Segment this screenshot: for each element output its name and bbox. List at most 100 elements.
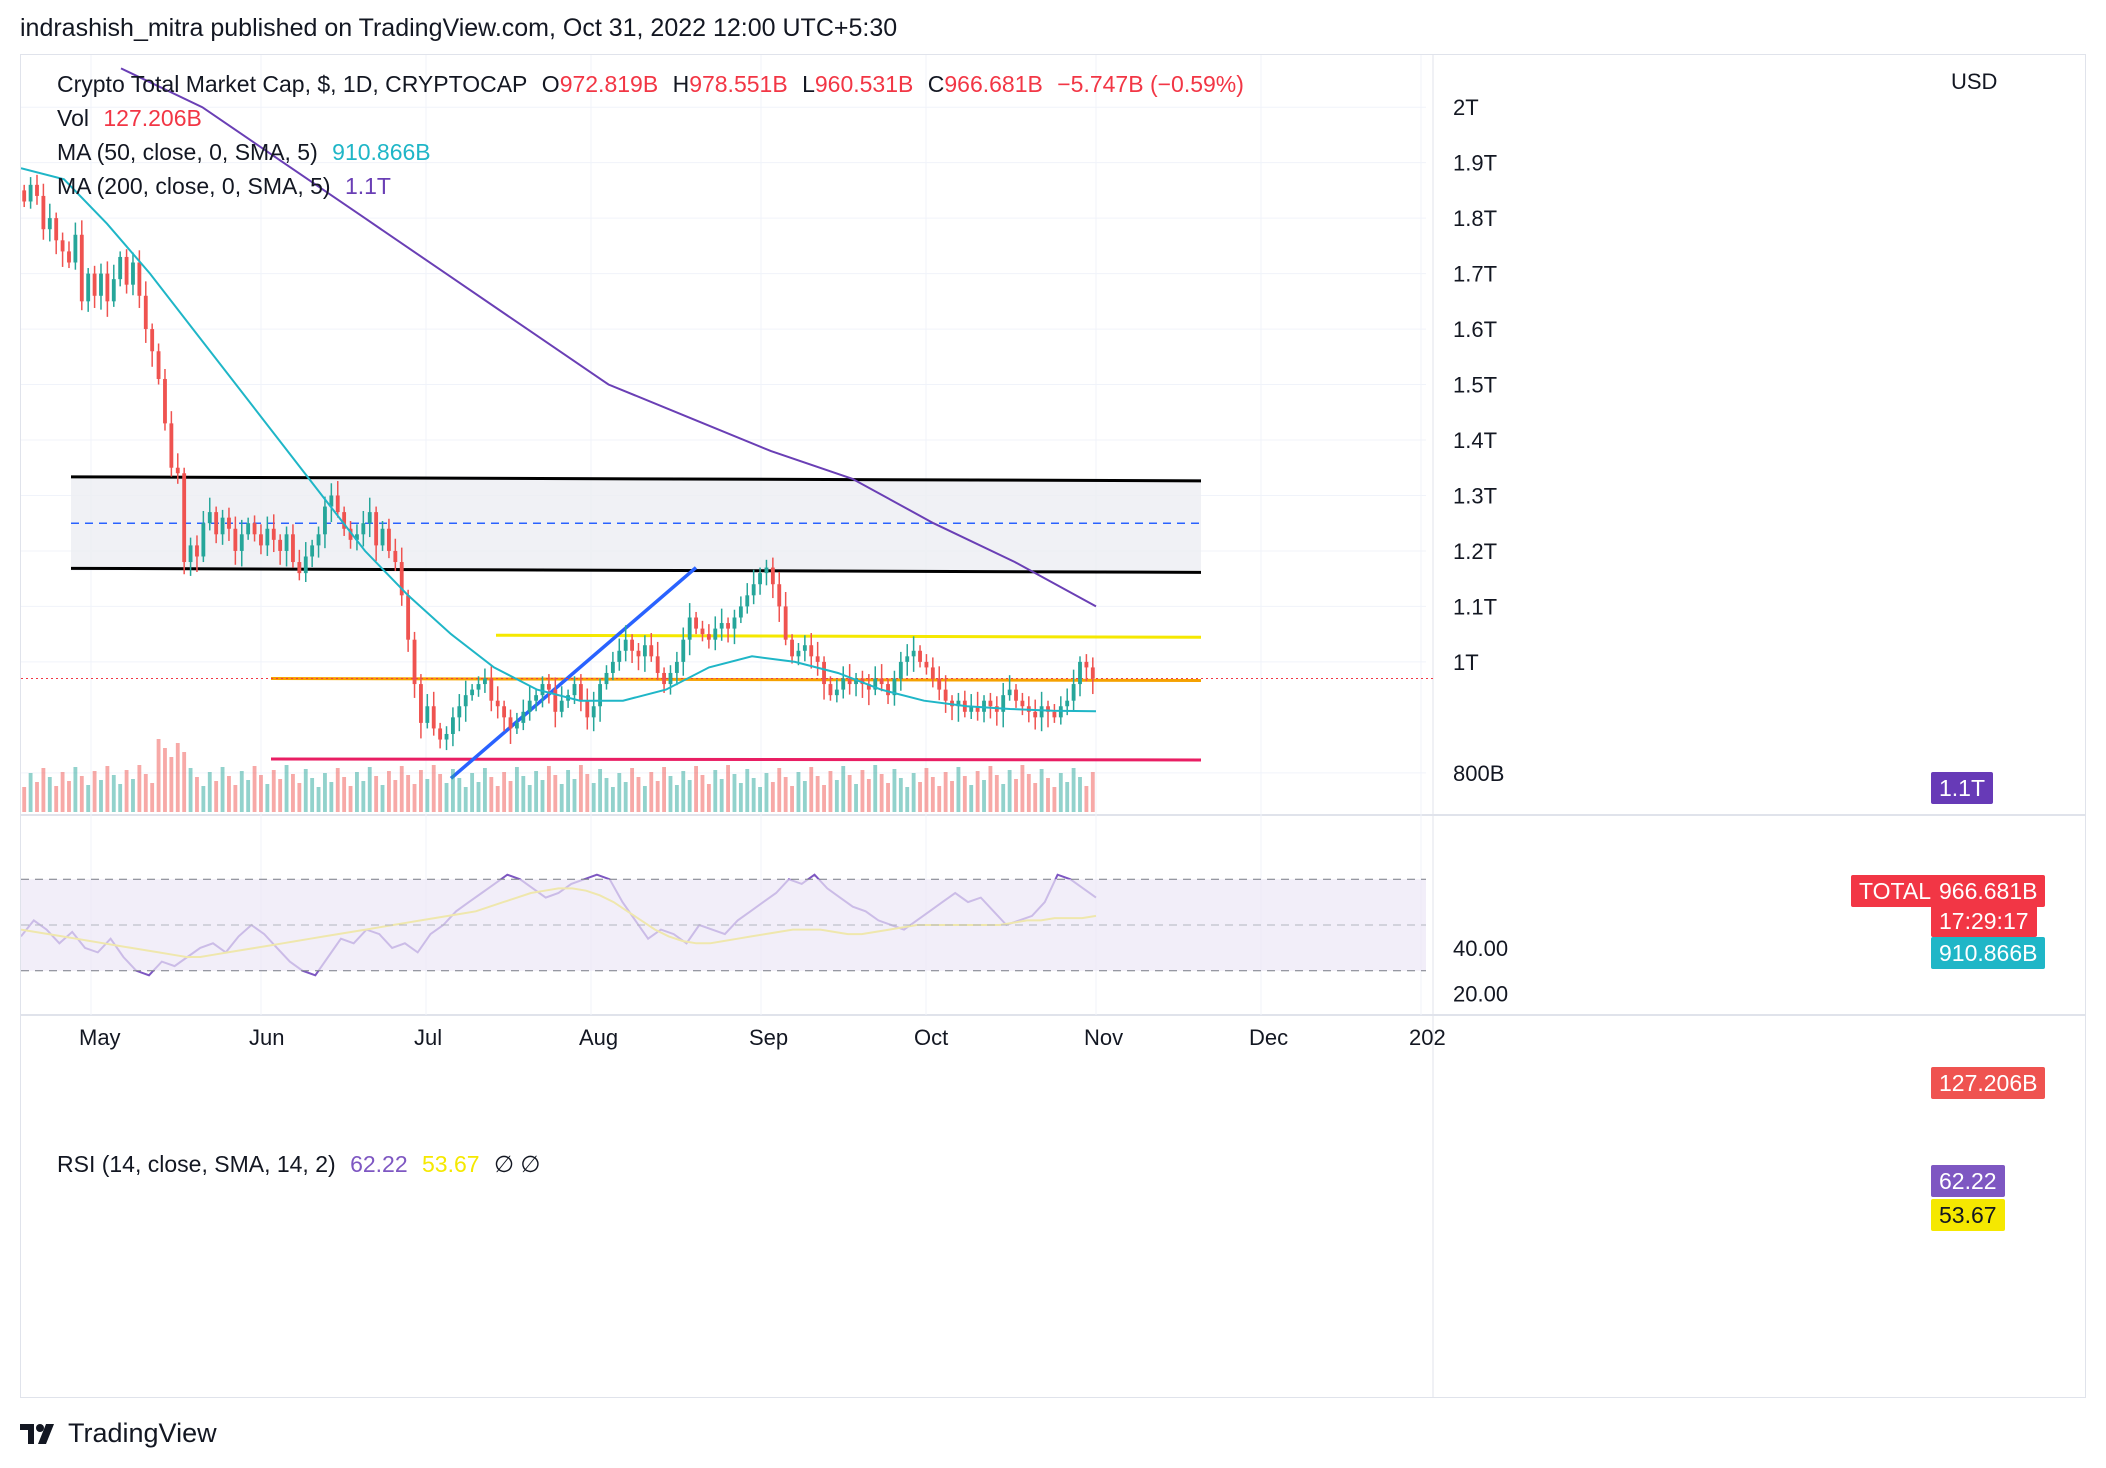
candle-body bbox=[623, 639, 628, 651]
volume-bar bbox=[310, 778, 315, 812]
candle-body bbox=[1078, 661, 1082, 685]
ma200-line bbox=[120, 67, 1097, 608]
volume-bar bbox=[822, 785, 826, 812]
candle-body bbox=[527, 700, 532, 712]
volume-bar bbox=[246, 780, 251, 812]
x-tick-label: May bbox=[79, 1025, 121, 1050]
candle-body bbox=[559, 700, 564, 712]
candle-body bbox=[841, 678, 846, 690]
candle-body bbox=[175, 467, 180, 474]
volume-bar bbox=[681, 771, 686, 812]
candle-body bbox=[195, 545, 199, 557]
chart-canvas[interactable]: 2T 1.9T 1.8T 1.7T 1.6T 1.5T 1.4T 1.3T 1.2T 1.1T 1T… bbox=[21, 55, 2085, 1397]
candle-body bbox=[495, 700, 500, 707]
candle-body bbox=[546, 684, 551, 690]
total-price-badge: 966.681B bbox=[1931, 875, 2046, 907]
rsi-y-tick-label: 40.00 bbox=[1453, 936, 1508, 961]
volume-bar bbox=[188, 768, 193, 812]
volume-bar bbox=[873, 765, 878, 812]
candle-body bbox=[809, 645, 814, 657]
footer[interactable]: TradingView bbox=[20, 1418, 217, 1449]
candle-body bbox=[476, 684, 481, 690]
x-tick-label: Nov bbox=[1084, 1025, 1123, 1050]
volume-bar bbox=[982, 780, 986, 812]
volume-bar bbox=[514, 767, 519, 812]
resistance-top-line bbox=[70, 475, 1202, 483]
candle-body bbox=[22, 190, 27, 202]
volume-bar bbox=[92, 771, 97, 812]
volume-bar bbox=[489, 777, 494, 812]
candle-body bbox=[713, 628, 718, 640]
candle-body bbox=[342, 512, 347, 529]
candle-body bbox=[1039, 706, 1044, 718]
volume-bar bbox=[99, 780, 103, 812]
volume-bar bbox=[540, 780, 545, 812]
volume-bar bbox=[1058, 773, 1063, 812]
volume-bar bbox=[854, 784, 858, 812]
volume-bar bbox=[118, 784, 123, 812]
volume-bar bbox=[227, 776, 231, 812]
volume-bar bbox=[73, 767, 78, 812]
volume-bar bbox=[898, 778, 903, 812]
volume-bar bbox=[438, 774, 443, 812]
candle-body bbox=[444, 733, 449, 740]
candle-body bbox=[67, 251, 71, 263]
volume-bar bbox=[943, 772, 948, 812]
volume-bar bbox=[431, 765, 436, 812]
volume-legend: Vol 127.206B bbox=[57, 105, 210, 132]
volume-bar bbox=[1065, 782, 1070, 812]
volume-bar bbox=[694, 766, 698, 812]
candle-body bbox=[815, 656, 820, 662]
volume-bar bbox=[252, 766, 257, 812]
volume-bar bbox=[342, 777, 347, 812]
candle-body bbox=[1020, 700, 1025, 707]
candle-body bbox=[47, 218, 52, 230]
volume-bar bbox=[1033, 783, 1038, 812]
candle-body bbox=[124, 256, 129, 285]
candle-body bbox=[1052, 711, 1057, 718]
candle-body bbox=[598, 684, 603, 707]
candle-body bbox=[227, 517, 231, 529]
volume-bar bbox=[726, 765, 730, 812]
volume-bar bbox=[578, 765, 583, 812]
candle-body bbox=[169, 423, 174, 468]
tradingview-logo-icon bbox=[20, 1423, 54, 1444]
candle-body bbox=[470, 689, 475, 696]
volume-bar bbox=[124, 770, 129, 812]
volume-bar bbox=[105, 766, 110, 812]
volume-bar bbox=[393, 780, 398, 812]
candle-body bbox=[303, 556, 308, 574]
candle-body bbox=[201, 523, 206, 557]
volume-bar bbox=[259, 775, 263, 812]
candle-body bbox=[553, 689, 558, 712]
candle-body bbox=[1007, 689, 1012, 696]
volume-bar bbox=[54, 786, 59, 812]
volume-bar bbox=[60, 772, 65, 812]
volume-bar bbox=[387, 771, 391, 812]
volume-bar bbox=[937, 786, 942, 812]
candle-body bbox=[783, 606, 788, 640]
volume-bar bbox=[1039, 769, 1044, 812]
candle-body bbox=[182, 473, 187, 563]
candle-body bbox=[969, 706, 974, 712]
volume-bar bbox=[335, 768, 340, 812]
chart-frame[interactable]: 2T 1.9T 1.8T 1.7T 1.6T 1.5T 1.4T 1.3T 1.2T 1.1T 1T… bbox=[20, 54, 2086, 1398]
candle-body bbox=[380, 528, 385, 546]
candle-body bbox=[86, 273, 91, 302]
rsi-value: 62.22 bbox=[350, 1151, 408, 1177]
candle-body bbox=[521, 711, 526, 723]
y-tick-label: 1.1T bbox=[1453, 594, 1497, 619]
volume-bar bbox=[131, 779, 135, 812]
high-value: 978.551B bbox=[689, 71, 788, 97]
candle-body bbox=[719, 623, 724, 629]
candle-body bbox=[156, 351, 161, 379]
volume-bar bbox=[758, 787, 762, 812]
rsi-sma-badge: 53.67 bbox=[1931, 1199, 2005, 1231]
volume-bar bbox=[457, 778, 462, 812]
candle-body bbox=[534, 695, 539, 701]
volume-bar bbox=[239, 771, 244, 812]
ma50-label: MA (50, close, 0, SMA, 5) bbox=[57, 139, 318, 165]
volume-bar bbox=[905, 787, 910, 812]
y-tick-label: 800B bbox=[1453, 761, 1504, 786]
volume-bar bbox=[201, 786, 206, 812]
